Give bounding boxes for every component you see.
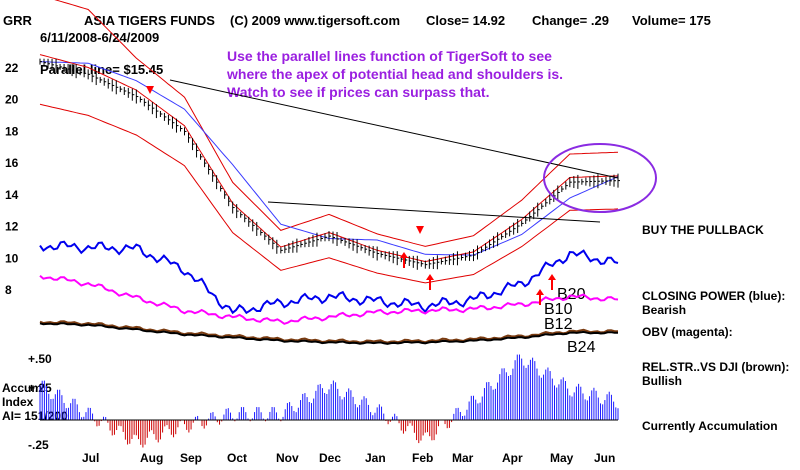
obv-label: OBV (magenta): [642, 325, 733, 339]
accum-value: AI= 151/200 [2, 409, 68, 423]
change-readout: Change= .29 [532, 13, 609, 28]
symbol-label: GRR [3, 13, 33, 28]
y-tick-label: 14 [5, 188, 19, 202]
note-line-3: Watch to see if prices can surpass that. [227, 84, 489, 100]
rel-str-state: Bullish [642, 374, 682, 388]
signal-b24: B24 [567, 339, 596, 356]
obv-line [39, 274, 619, 325]
apex-highlight-circle [543, 143, 657, 213]
buy-signal-arrowhead [536, 289, 544, 295]
x-tick-label: Jul [82, 451, 99, 465]
closing-power-state: Bearish [642, 303, 686, 317]
volume-readout: Volume= 175 [632, 13, 711, 28]
sell-signal-arrow [416, 226, 424, 234]
buy-signal-arrowhead [426, 274, 434, 280]
neckline [267, 201, 601, 223]
y-tick-label: 8 [5, 283, 12, 297]
y-tick-label: 10 [5, 251, 19, 265]
accum-tick-label: +.50 [28, 352, 52, 366]
buy-signal-arrowhead [548, 274, 556, 280]
sell-signal-arrow [146, 86, 154, 94]
y-tick-label: 16 [5, 156, 19, 170]
accum-title-1: Accum [2, 381, 42, 395]
accum-title-2: Index [2, 395, 34, 409]
buy-pullback-label: BUY THE PULLBACK [642, 223, 764, 237]
lower-band-line [39, 103, 619, 284]
plot-layer: 22 20 18 16 14 12 10 8 Jul Aug Sep Oct Nov Dec Jan Feb M… [5, 0, 657, 465]
buy-signal-arrowhead [400, 252, 408, 258]
closing-power-label: CLOSING POWER (blue): [642, 289, 785, 303]
x-tick-label: Dec [319, 451, 341, 465]
note-line-1: Use the parallel lines function of Tiger… [227, 48, 552, 64]
signal-b10: B10 [544, 301, 573, 318]
signal-b12: B12 [544, 316, 573, 333]
x-tick-label: Jan [365, 451, 386, 465]
copyright-label: (C) 2009 www.tigersoft.com [230, 13, 400, 28]
x-tick-label: Mar [452, 451, 474, 465]
x-tick-label: May [550, 451, 574, 465]
y-tick-label: 18 [5, 124, 19, 138]
parallel-line-label: Parallel line= $15.45 [40, 62, 163, 77]
date-range: 6/11/2008-6/24/2009 [40, 30, 159, 45]
x-tick-label: Nov [276, 451, 299, 465]
y-tick-label: 22 [5, 61, 19, 75]
y-tick-label: 20 [5, 93, 19, 107]
note-line-2: where the apex of potential head and sho… [226, 66, 563, 82]
rel-str-ma-line [39, 322, 618, 345]
closing-power-line [39, 240, 619, 315]
rel-str-label: REL.STR..VS DJI (brown): [642, 360, 789, 374]
chart-title: ASIA TIGERS FUNDS [84, 13, 215, 28]
x-tick-label: Oct [227, 451, 247, 465]
rel-str-line [39, 320, 618, 344]
accum-status-label: Currently Accumulation [642, 419, 778, 433]
x-tick-label: Aug [140, 451, 163, 465]
close-readout: Close= 14.92 [426, 13, 505, 28]
x-tick-label: Sep [180, 451, 202, 465]
upper-band-line [54, 0, 619, 247]
x-tick-label: Apr [502, 451, 523, 465]
accum-tick-label: -.25 [28, 438, 49, 452]
x-tick-label: Jun [594, 451, 615, 465]
y-tick-label: 12 [5, 220, 19, 234]
x-tick-label: Feb [412, 451, 433, 465]
parallel-trend-line [169, 79, 619, 179]
